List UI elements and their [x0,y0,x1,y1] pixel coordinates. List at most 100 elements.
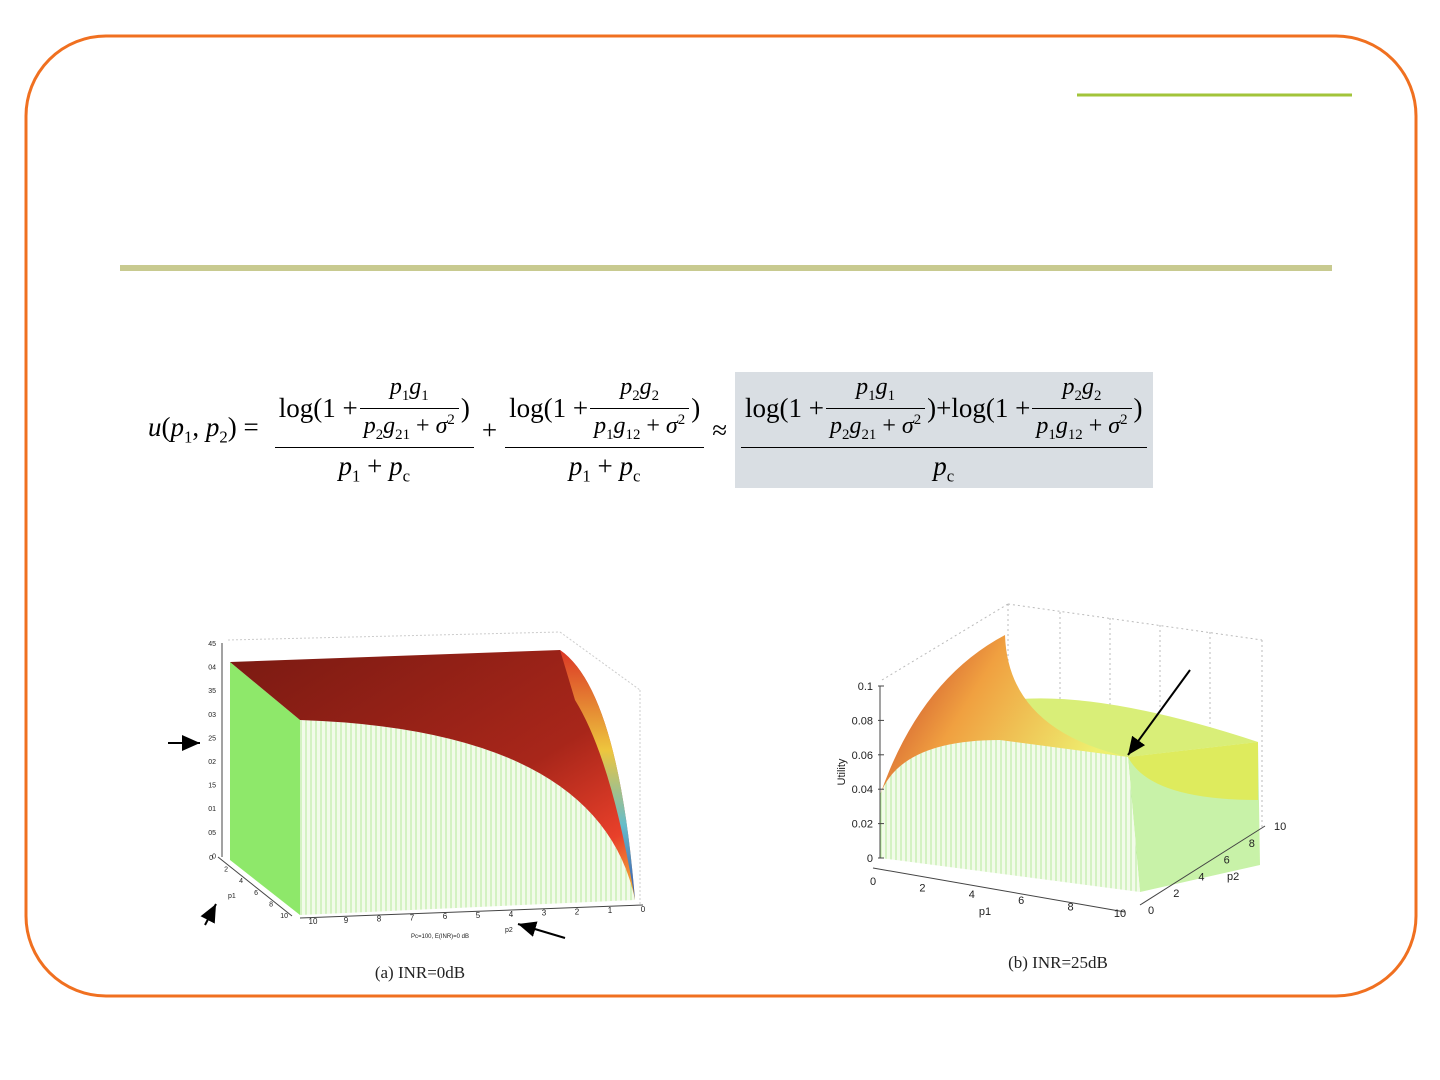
log-open: log(1 + [278,393,358,424]
term-fraction: log(1 + p1g1 p2g21 + σ2) p1 + pc [274,374,474,486]
subscript: 2 [842,426,850,443]
math-symbol: p [205,412,220,443]
math-symbol: g [383,412,396,439]
z-tick-label: 04 [208,665,216,672]
plot-a [203,630,658,985]
subscript: 12 [625,426,641,443]
superscript: 2 [447,411,455,428]
p2-tick-label: 3 [542,909,547,918]
subscript: 2 [375,426,384,443]
math-symbol: p [389,450,403,481]
math-symbol: p [856,374,869,401]
caption: (a) INR=0dB [375,963,465,982]
z-tick-label: 35 [208,688,216,695]
math-expr: p1g12 + σ2 [1036,411,1128,443]
utility-equation: u(p1, p2) = log(1 + p1g1 p2g21 + σ2) p1 + pc… [148,372,1153,488]
arrows [168,669,1191,939]
side-face [230,662,300,915]
subscript: 1 [1048,426,1056,443]
x-axis-label: p1 [979,906,991,918]
z-tick-label: 0 [212,853,216,860]
math-expr: p1g1 [389,374,429,404]
math-symbol: p [363,412,376,439]
subscript: 1 [606,426,614,443]
math-symbol: p [620,374,633,400]
math-symbol: p [1036,412,1049,439]
math-expr: p2g21 + σ2 [830,411,922,443]
inner-fraction: p2g2 p1g12 + σ2 [590,374,690,444]
p1-tick-label: 0 [870,876,876,888]
p1-tick-label: 8 [269,901,273,908]
front-face [300,720,635,915]
slide-border [24,34,1418,998]
math-symbol: p [933,450,947,481]
math-expr: p1 + pc [568,450,641,485]
inner-fraction: p1g1 p2g21 + σ2 [826,374,926,444]
z-tick-label: 0.08 [852,715,873,727]
p2-tick-label: 1 [608,906,613,915]
y-axis-label: p2 [1227,871,1239,883]
subscript: 2 [219,427,228,447]
superscript: 2 [913,411,922,428]
subscript: 1 [868,387,876,404]
log-term: log(1 + p2g2 p1g12 + σ2) [509,374,700,444]
denominator: p2g21 + σ2 [826,407,926,444]
surface-edge [560,650,635,900]
p2-tick-label: 6 [1224,855,1230,867]
surface-dip [1128,742,1258,800]
p2-tick-label: 5 [476,911,481,920]
math-symbol: p [568,450,583,481]
p2-tick-label: 2 [1173,888,1179,900]
approx: ≈ [712,414,728,445]
math-symbol: g [875,374,888,401]
plot-note: Pc=100, E(INR)=0 dB [411,934,469,940]
z-tick-label: 01 [208,806,216,813]
caption: (b) INR=25dB [1008,953,1108,972]
log-close: ) [1133,393,1143,424]
math-symbol: g [1081,374,1094,401]
math-symbol: p [830,412,843,439]
denominator: p1g12 + σ2 [590,407,690,444]
log-close: ) [927,393,937,424]
z-axis-label: Utility [836,758,848,785]
p2-tick-label: 8 [1249,838,1255,850]
p1-tick-label: 4 [969,889,975,901]
z-tick-label: 15 [208,783,216,790]
log-close: ) [460,393,470,424]
math-text: + [640,412,666,439]
math-symbol: σ [665,412,678,439]
log-term: log(1 + p2g2 p1g12 + σ2) [951,374,1142,444]
math-expr: u(p1, p2) = [148,412,259,447]
p1-tick-label: 2 [224,867,228,874]
p1-tick-label: 4 [239,878,243,885]
p2-tick-label: 2 [575,907,580,916]
p1-tick-label: 10 [280,913,288,920]
approx-fraction: log(1 + p1g1 p2g21 + σ2) + log(1 + p2g2 p1g12 … [741,374,1147,486]
z-tick-label: 05 [208,830,216,837]
p2-tick-label: 4 [509,910,514,919]
math-symbol: p [389,374,402,400]
p1-tick-label: 6 [1018,895,1024,907]
math-text: + [1082,412,1109,439]
p2-tick-label: 0 [641,905,646,914]
numerator: log(1 + p2g2 p1g12 + σ2) [505,374,704,447]
p2-tick-label: 10 [1274,821,1286,833]
subscript: 1 [421,387,429,404]
plus: + [481,414,498,445]
subscript: 1 [887,387,896,404]
p1-tick-label: 8 [1068,902,1074,914]
subscript: 21 [861,426,877,443]
front-face [880,740,1140,892]
subscript: 2 [1093,387,1102,404]
math-expr: p1 + pc [339,450,411,485]
numerator: p1g1 [386,374,433,408]
subscript: 12 [1067,426,1083,443]
subscript: 1 [401,387,410,404]
math-symbol: u [148,412,162,443]
p2-tick-label: 9 [344,916,349,925]
math-text: ( [161,412,171,443]
denominator: pc [741,446,1147,486]
superscript: 2 [1120,411,1128,428]
math-symbol: g [849,412,862,439]
